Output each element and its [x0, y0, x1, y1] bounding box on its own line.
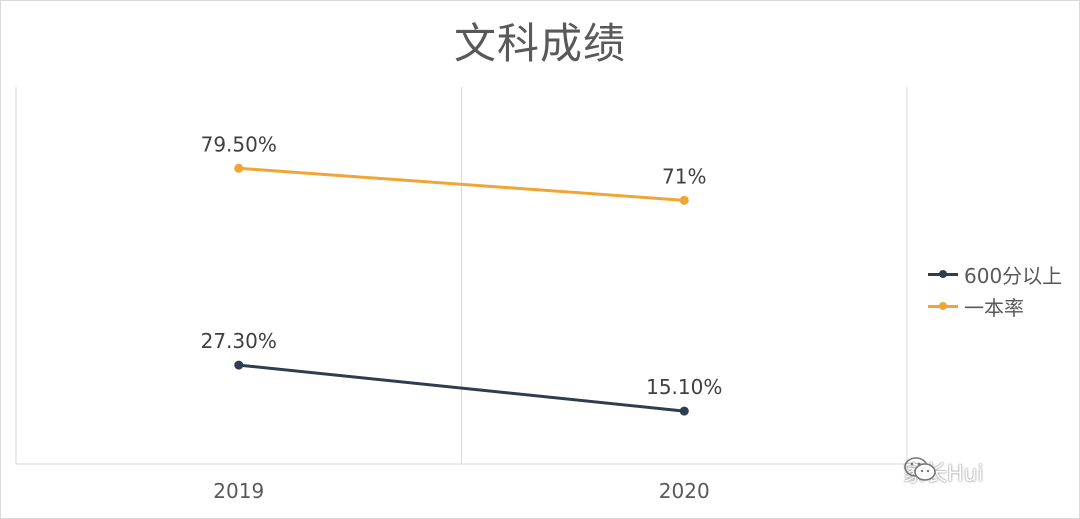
data-point [679, 195, 689, 205]
legend-item: 一本率 [928, 290, 1062, 322]
x-axis: 2019 2020 [16, 463, 907, 503]
legend-item: 600分以上 [928, 258, 1062, 290]
legend-swatch [928, 264, 958, 284]
data-labels: 27.30% 15.10% 79.50% 71% [201, 132, 723, 399]
data-label: 15.10% [646, 375, 722, 399]
series-line [238, 166, 685, 202]
x-tick-label: 2019 [213, 479, 264, 503]
data-point [234, 163, 244, 173]
data-point [234, 360, 244, 370]
legend-label: 一本率 [964, 295, 1024, 320]
gridlines [15, 87, 908, 464]
legend: 600分以上 一本率 [928, 258, 1062, 322]
data-point [679, 406, 689, 416]
x-tick-label: 2020 [659, 479, 710, 503]
legend-label: 600分以上 [964, 263, 1063, 288]
wechat-icon [904, 457, 936, 481]
watermark: 家长Hui [903, 456, 984, 488]
legend-swatch [928, 296, 958, 316]
series-line [238, 363, 685, 413]
series-layer [234, 163, 689, 416]
data-label: 79.50% [201, 132, 277, 156]
chart-title: 文科成绩 [453, 19, 626, 68]
data-label: 27.30% [201, 329, 277, 353]
data-label: 71% [662, 164, 706, 188]
